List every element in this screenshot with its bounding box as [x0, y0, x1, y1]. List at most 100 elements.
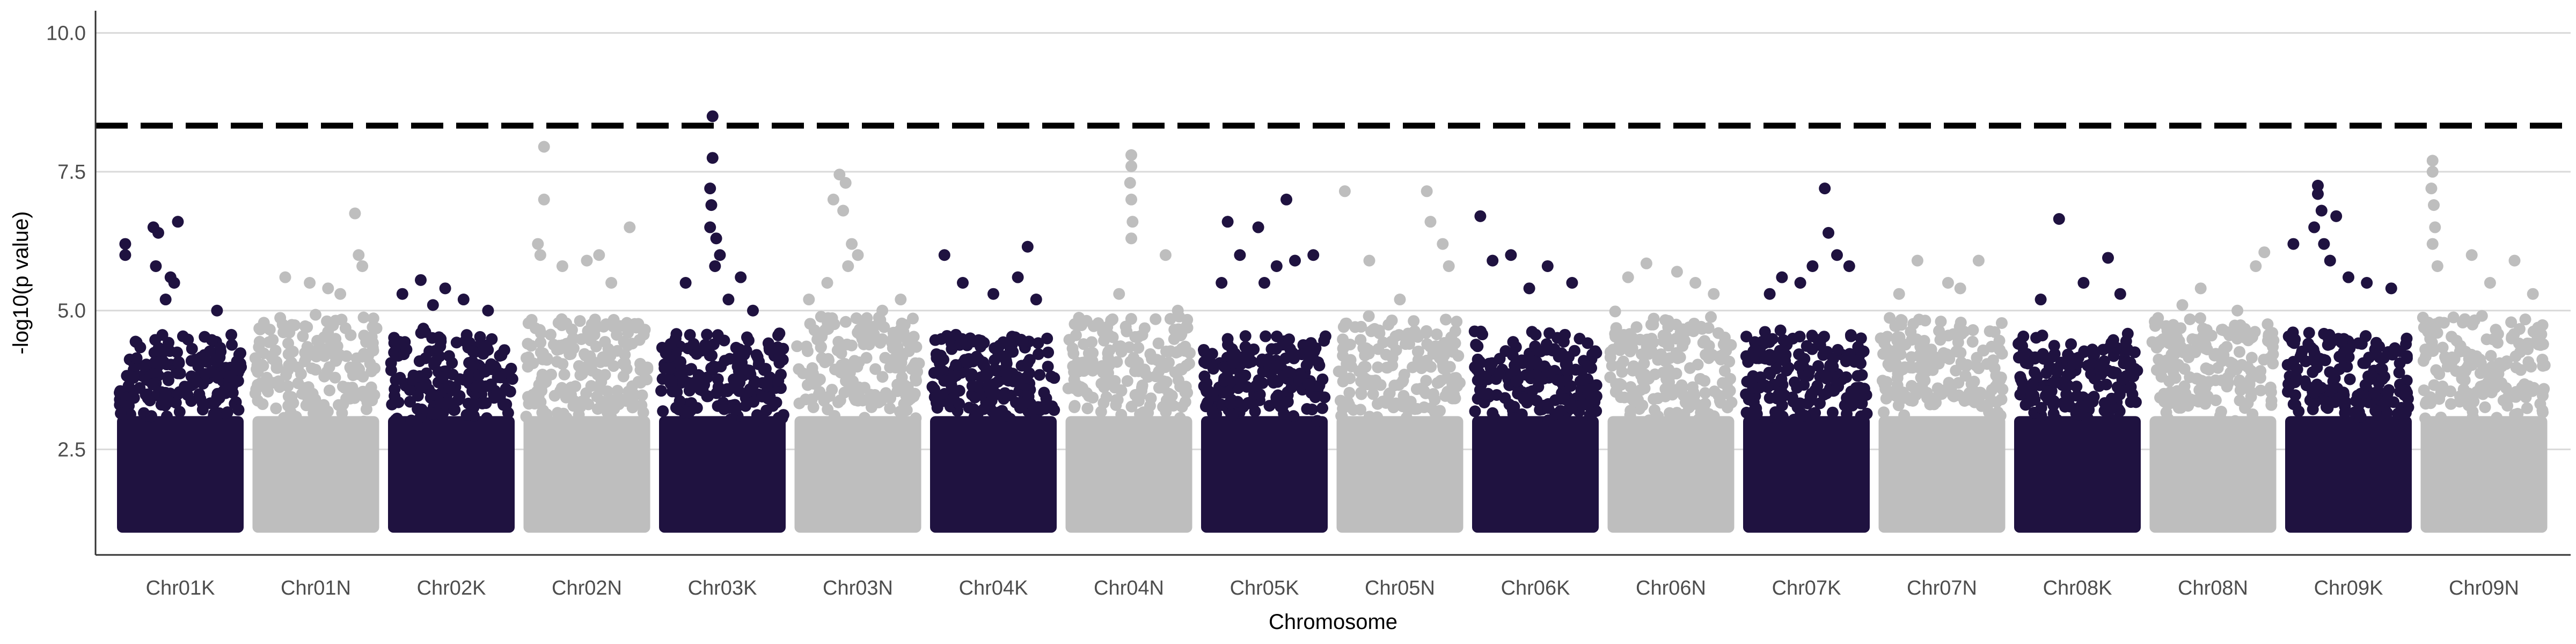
data-point — [2425, 182, 2438, 195]
data-point — [1062, 382, 1074, 394]
data-point — [1158, 382, 1170, 394]
data-point — [865, 332, 877, 344]
data-point — [1367, 388, 1379, 400]
data-point — [1509, 364, 1521, 377]
data-point — [1995, 317, 2008, 329]
data-point — [1038, 386, 1050, 399]
data-point — [173, 406, 186, 418]
data-point — [2519, 313, 2531, 326]
data-point — [257, 398, 269, 411]
data-point — [2424, 391, 2436, 404]
data-point — [1109, 375, 1121, 387]
data-point — [985, 394, 998, 407]
data-point — [1164, 313, 1176, 325]
data-point — [2242, 334, 2255, 347]
data-point — [1823, 226, 1835, 239]
data-point — [1095, 377, 1108, 390]
data-point — [338, 415, 350, 428]
data-point — [1363, 254, 1375, 267]
dense-points-band — [252, 416, 379, 533]
data-point — [277, 412, 290, 424]
x-tick-label: Chr01K — [146, 577, 215, 599]
data-point — [1972, 254, 1985, 267]
data-point — [2467, 406, 2479, 418]
data-point — [869, 389, 881, 401]
data-point — [488, 392, 500, 404]
data-point — [367, 312, 379, 325]
data-point — [997, 336, 1009, 348]
data-point — [1309, 391, 1321, 404]
data-point — [152, 226, 164, 239]
data-point — [457, 294, 470, 306]
data-point — [665, 362, 677, 375]
data-point — [470, 381, 482, 393]
data-point — [388, 332, 400, 344]
data-point — [274, 312, 287, 324]
data-point — [1787, 396, 1799, 408]
data-point — [1377, 396, 1389, 408]
chromosome-points-chr04n — [1062, 149, 1196, 533]
data-point — [692, 369, 705, 381]
data-point — [225, 328, 238, 341]
data-point — [930, 397, 942, 409]
data-point — [1984, 325, 1996, 338]
data-point — [935, 349, 947, 362]
data-point — [597, 320, 610, 333]
data-point — [718, 403, 730, 415]
data-point — [886, 358, 898, 371]
data-point — [1803, 365, 1816, 377]
data-point — [1812, 334, 1824, 346]
data-point — [1724, 385, 1736, 397]
data-point — [597, 351, 609, 363]
data-point — [309, 309, 321, 321]
data-point — [498, 344, 510, 356]
data-point — [2150, 341, 2163, 354]
chromosome-points-chr01k — [113, 216, 247, 533]
data-point — [2036, 330, 2048, 342]
data-point — [480, 341, 493, 353]
data-point — [201, 356, 213, 368]
data-point — [2513, 337, 2525, 349]
data-point — [2192, 341, 2204, 354]
x-tick-label: Chr08K — [2043, 577, 2112, 599]
data-point — [197, 377, 209, 390]
data-point — [334, 288, 347, 300]
data-point — [1679, 396, 1692, 408]
data-point — [474, 331, 486, 343]
data-point — [926, 380, 939, 393]
data-point — [1505, 249, 1517, 261]
data-point — [318, 350, 331, 362]
data-point — [890, 338, 902, 350]
data-point — [2468, 354, 2480, 367]
data-point — [174, 367, 186, 379]
data-point — [270, 402, 282, 414]
data-point — [2245, 352, 2258, 364]
data-point — [1447, 346, 1459, 358]
data-point — [1283, 333, 1296, 346]
data-point — [1125, 313, 1137, 325]
x-tick-label: Chr03N — [823, 577, 893, 599]
data-point — [1474, 210, 1487, 222]
data-point — [2170, 390, 2182, 402]
data-point — [1271, 330, 1283, 342]
data-point — [1146, 353, 1158, 365]
data-point — [130, 352, 143, 364]
data-point — [340, 350, 353, 362]
data-point — [335, 313, 348, 326]
data-point — [2458, 313, 2471, 325]
data-point — [1234, 249, 1246, 261]
data-point — [426, 332, 438, 344]
data-point — [2031, 371, 2043, 383]
data-point — [756, 390, 769, 402]
data-point — [740, 400, 752, 412]
data-point — [2426, 166, 2439, 178]
data-point — [261, 385, 274, 397]
data-point — [538, 193, 550, 206]
data-point — [1035, 401, 1048, 413]
data-point — [253, 341, 265, 353]
data-point — [1113, 288, 1125, 300]
data-point — [2192, 396, 2205, 408]
data-point — [2026, 380, 2038, 392]
data-point — [1319, 391, 1331, 404]
data-point — [2339, 396, 2352, 408]
